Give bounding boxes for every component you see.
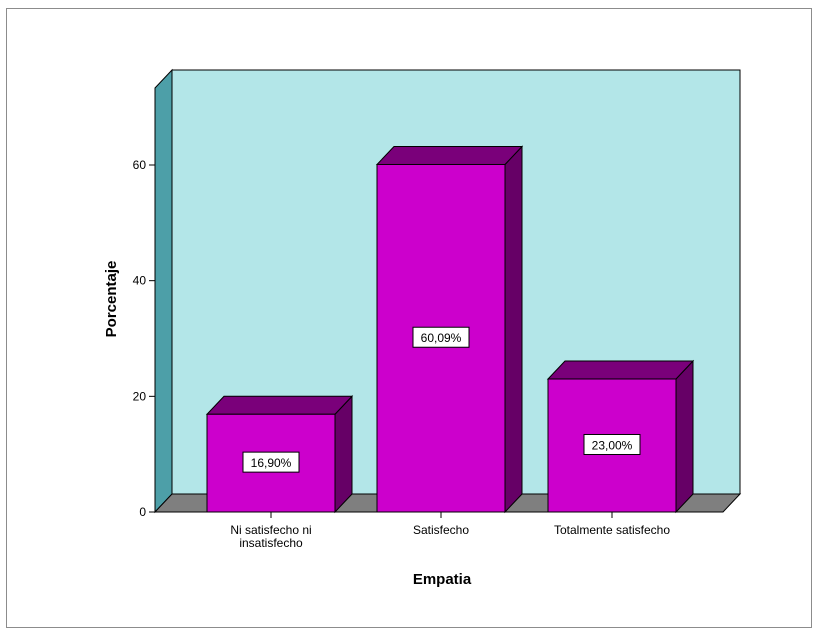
bar-top [546,360,695,380]
data-label: 23,00% [592,438,633,452]
data-label: 16,90% [251,456,292,470]
data-label: 60,09% [421,331,462,345]
bar-side [675,359,694,514]
data-label-box [412,326,470,348]
chart-side-wall [154,68,173,514]
x-category-label: Totalmente satisfecho [554,523,670,537]
y-tick-label: 20 [133,389,147,403]
y-tick-label: 0 [139,505,146,519]
x-category-label: Satisfecho [413,523,469,537]
y-tick-label: 40 [133,274,147,288]
x-axis-title: Empatia [413,571,472,588]
bar-side [504,145,523,514]
y-tick-label: 60 [133,158,147,172]
x-category-label: insatisfecho [239,536,303,550]
data-label-box [242,451,300,473]
bar-top [205,395,354,415]
bar-side [334,395,353,514]
data-label-box [583,433,641,455]
bar-top [375,145,524,165]
y-axis-title: Porcentaje [103,261,120,338]
x-category-label: Ni satisfecho ni [230,523,311,537]
